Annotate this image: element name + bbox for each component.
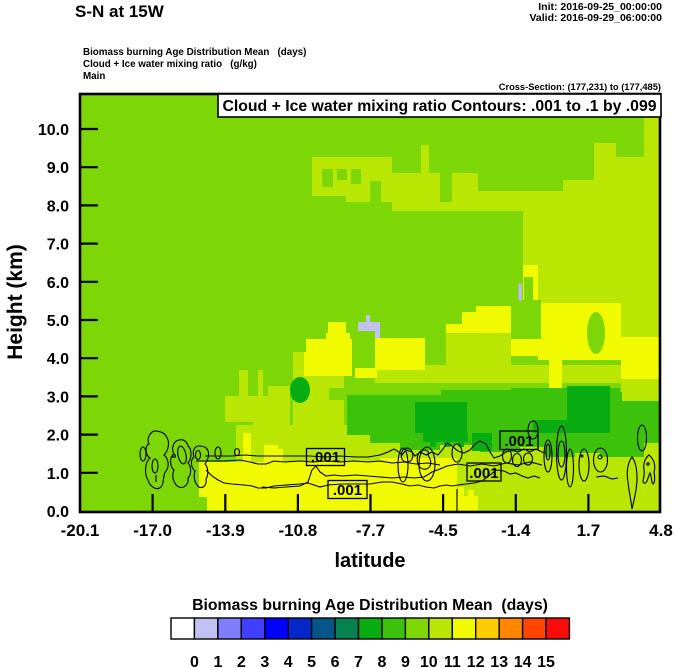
svg-text:Biomass burning Age Distributi: Biomass burning Age Distribution Mean (d… [192,597,548,614]
svg-text:5.0: 5.0 [47,313,69,330]
svg-text:2.0: 2.0 [47,428,69,445]
svg-text:15: 15 [537,654,555,668]
svg-text:1.0: 1.0 [47,466,69,483]
svg-text:11: 11 [444,654,461,668]
svg-text:-7.7: -7.7 [356,521,385,540]
svg-text:4.0: 4.0 [47,351,69,368]
svg-text:Cloud + Ice water mixing ratio: Cloud + Ice water mixing ratio (g/kg) [83,59,257,70]
svg-text:.001: .001 [469,465,498,482]
svg-text:Main: Main [83,71,105,82]
svg-text:-13.9: -13.9 [206,521,245,540]
svg-text:Height (km): Height (km) [4,244,27,360]
svg-text:-4.5: -4.5 [428,521,457,540]
svg-text:-20.1: -20.1 [61,521,100,540]
svg-text:Cloud + Ice water mixing ratio: Cloud + Ice water mixing ratio Contours:… [222,98,656,115]
svg-text:latitude: latitude [334,550,405,572]
svg-text:7.0: 7.0 [47,237,69,254]
svg-text:3: 3 [260,654,269,668]
svg-text:0: 0 [190,654,199,668]
svg-text:5: 5 [307,654,316,668]
svg-text:Biomass burning Age Distributi: Biomass burning Age Distribution Mean (d… [83,47,306,58]
svg-text:2: 2 [237,654,246,668]
svg-text:7: 7 [354,654,363,668]
svg-text:-17.0: -17.0 [133,521,172,540]
svg-text:.001: .001 [504,433,533,450]
svg-text:10: 10 [420,654,438,668]
svg-text:9: 9 [401,654,410,668]
svg-text:0.0: 0.0 [47,504,69,521]
svg-text:-1.4: -1.4 [501,521,531,540]
svg-text:1: 1 [213,654,222,668]
svg-text:4: 4 [284,654,293,668]
svg-text:9.0: 9.0 [47,160,69,177]
svg-text:1.7: 1.7 [577,521,601,540]
svg-text:3.0: 3.0 [47,389,69,406]
svg-text:4.8: 4.8 [649,521,673,540]
svg-text:.001: .001 [333,482,362,499]
svg-text:-10.8: -10.8 [279,521,318,540]
svg-text:6: 6 [331,654,340,668]
svg-text:14: 14 [514,654,532,668]
svg-text:.001: .001 [311,449,340,466]
svg-text:12: 12 [467,654,485,668]
svg-text:8: 8 [378,654,387,668]
svg-text:13: 13 [490,654,508,668]
svg-text:Cross-Section: (177,231) to (1: Cross-Section: (177,231) to (177,485) [499,82,661,92]
svg-text:S-N at 15W: S-N at 15W [75,2,165,21]
svg-text:6.0: 6.0 [47,275,69,292]
svg-text:8.0: 8.0 [47,198,69,215]
svg-text:Valid: 2016-09-29_06:00:00: Valid: 2016-09-29_06:00:00 [529,12,662,24]
svg-text:Init: 2016-09-25_00:00:00: Init: 2016-09-25_00:00:00 [538,1,662,13]
svg-text:10.0: 10.0 [38,122,69,139]
